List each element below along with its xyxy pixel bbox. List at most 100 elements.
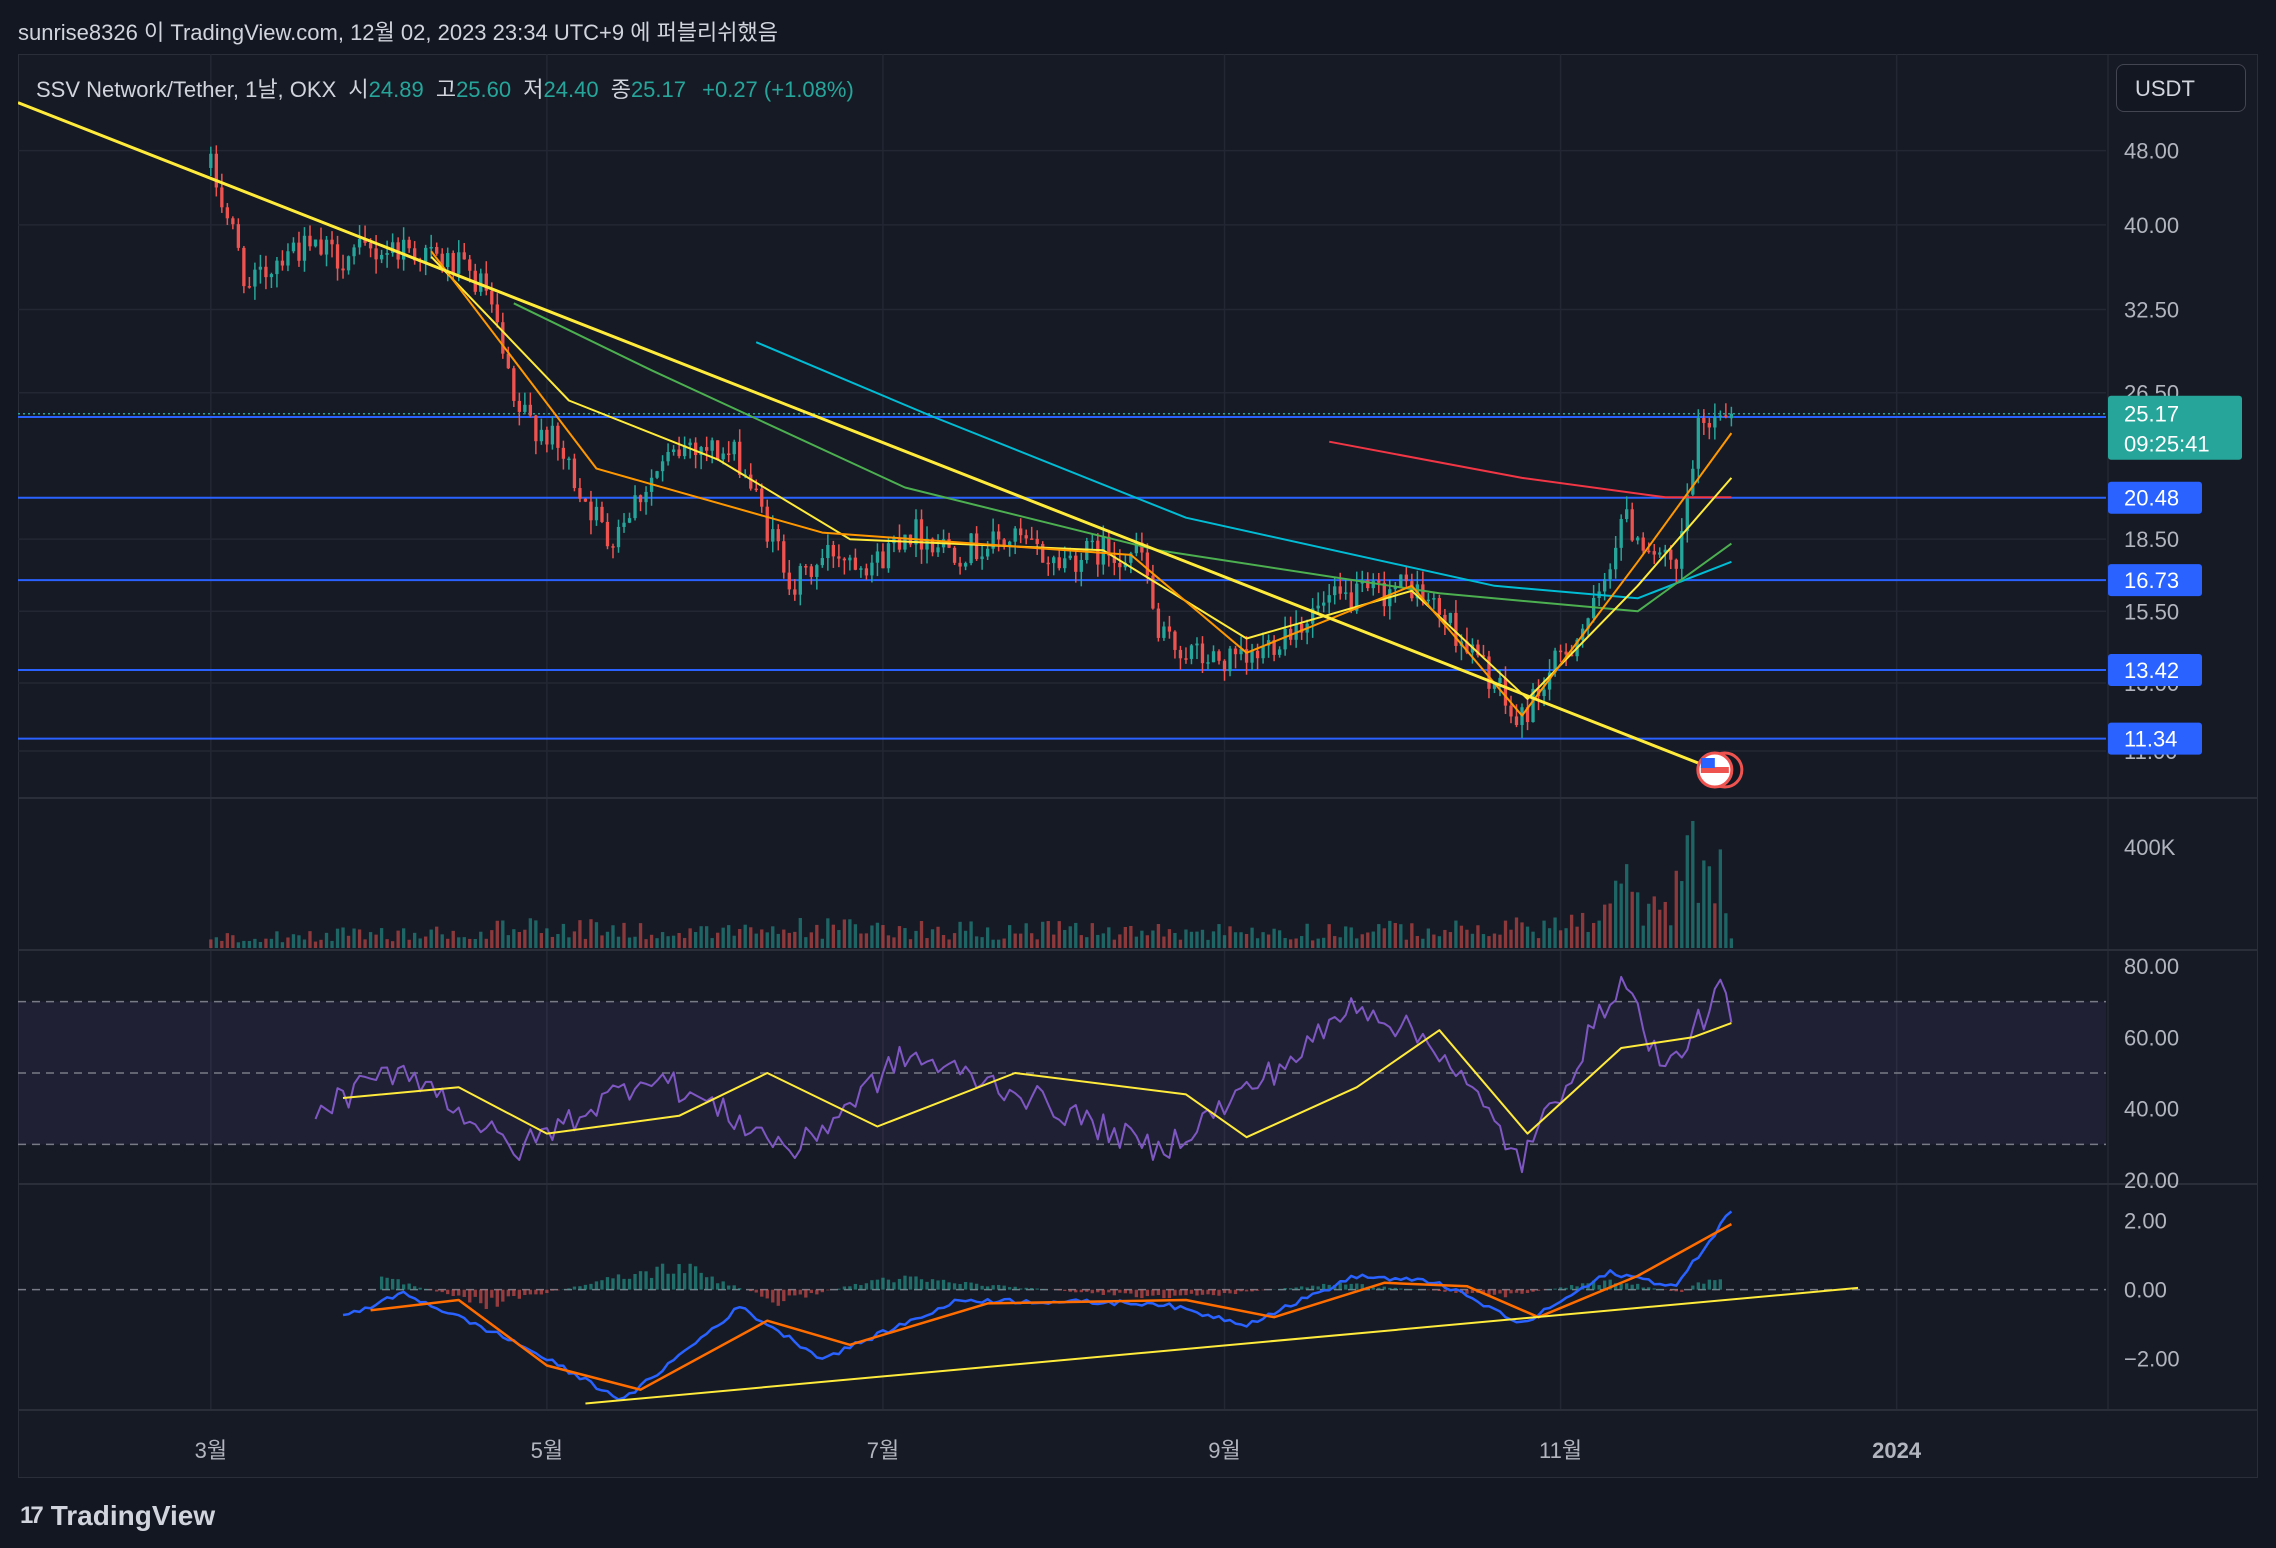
- candle-body: [1129, 553, 1133, 563]
- macd-histogram-bar: [1437, 1289, 1442, 1292]
- candle: [1244, 635, 1249, 675]
- volume-bar: [1096, 934, 1100, 948]
- candle: [209, 146, 213, 177]
- volume-bar: [1123, 927, 1128, 948]
- candle: [363, 225, 367, 246]
- candle-body: [1542, 689, 1546, 697]
- candle-body: [1206, 662, 1210, 664]
- candle-body: [1008, 541, 1012, 546]
- candle-body: [1134, 542, 1139, 554]
- candle-body: [996, 531, 1001, 540]
- volume-bar: [1272, 928, 1276, 948]
- candle-body: [859, 568, 863, 570]
- candle: [1305, 619, 1309, 645]
- volume-bar: [1355, 938, 1359, 948]
- macd-histogram-bar: [710, 1276, 714, 1290]
- candle-body: [379, 254, 384, 260]
- candle: [947, 532, 951, 549]
- macd-histogram-bar: [1410, 1289, 1414, 1290]
- candle: [776, 524, 780, 551]
- event-markers[interactable]: [1696, 751, 1744, 789]
- volume-bar: [1112, 939, 1116, 948]
- candle: [429, 234, 433, 259]
- candle-body: [1647, 550, 1651, 553]
- candle-body: [1509, 705, 1513, 717]
- volume-bar: [1085, 937, 1089, 948]
- candle: [1696, 409, 1700, 484]
- symbol-legend: SSV Network/Tether, 1날, OKX 시24.89 고25.6…: [36, 72, 854, 104]
- candle: [291, 237, 296, 254]
- volume-bar: [1498, 934, 1502, 948]
- candle-body: [1200, 643, 1205, 664]
- rsi-band: [18, 1000, 2106, 1291]
- symbol-name[interactable]: SSV Network/Tether, 1날, OKX: [36, 77, 337, 102]
- candle-body: [1614, 547, 1618, 570]
- macd-histogram-bar: [1233, 1289, 1238, 1295]
- volume-bar: [468, 938, 472, 948]
- macd-histogram-bar: [1691, 1285, 1695, 1290]
- volume-bar: [1542, 920, 1546, 948]
- currency-button[interactable]: USDT: [2116, 64, 2246, 112]
- candle-body: [346, 256, 351, 271]
- candle-body: [985, 548, 990, 557]
- volume-bar: [1035, 939, 1039, 948]
- volume-bar: [1603, 904, 1607, 948]
- candle-body: [330, 239, 334, 245]
- us-flag-icon[interactable]: [1696, 751, 1744, 789]
- candle: [435, 242, 439, 256]
- macd-histogram-bar: [396, 1279, 400, 1290]
- macd-histogram-bar: [1030, 1287, 1034, 1290]
- candle-body: [308, 235, 312, 247]
- candle: [1608, 563, 1612, 589]
- volume-bar: [710, 938, 714, 948]
- macd-histogram-bar: [501, 1289, 505, 1302]
- axis-labels: 48.0040.0032.5026.5018.5015.5013.0011.00…: [195, 139, 2180, 1463]
- macd-histogram-bar: [1162, 1289, 1166, 1299]
- volume-bar: [275, 931, 279, 948]
- candle: [958, 556, 962, 575]
- macd-signal-line: [370, 1223, 1733, 1391]
- macd-histogram-bar: [1096, 1289, 1100, 1293]
- level-badge: [2108, 564, 2202, 597]
- volume-bar: [1288, 939, 1293, 948]
- volume-bar: [291, 934, 296, 948]
- candle: [721, 447, 725, 465]
- macd-histogram-bar: [804, 1289, 808, 1298]
- volume-bar: [705, 926, 709, 948]
- candle-body: [468, 259, 472, 271]
- volume-bar: [677, 933, 681, 948]
- volume-bar: [1311, 940, 1315, 948]
- macd-ascending-trendline[interactable]: [585, 1286, 1859, 1405]
- macd-histogram-bar: [682, 1273, 687, 1290]
- volume-bar: [1520, 922, 1524, 948]
- candle-body: [324, 239, 329, 255]
- candle-body: [1228, 648, 1232, 672]
- descending-trendline[interactable]: [18, 101, 1727, 776]
- horizontal-levels[interactable]: [18, 412, 2106, 740]
- macd-histogram-bar: [638, 1271, 643, 1290]
- volume-bar: [1674, 870, 1678, 948]
- candle-body: [616, 526, 621, 548]
- volume-bar: [1068, 926, 1072, 948]
- price-trendline[interactable]: [18, 101, 1727, 776]
- volume-bar: [682, 937, 687, 948]
- macd-histogram-bar: [616, 1274, 621, 1290]
- candle-body: [1487, 656, 1491, 689]
- candle-body: [1211, 651, 1216, 663]
- candle-body: [716, 440, 720, 460]
- candle: [1112, 542, 1116, 576]
- candle-body: [1718, 415, 1723, 418]
- volume-bar: [407, 939, 411, 948]
- macd-histogram-bar: [666, 1273, 670, 1290]
- macd-histogram-bar: [1454, 1289, 1458, 1293]
- volume-bar: [1437, 936, 1442, 948]
- volume-bar: [1327, 924, 1331, 948]
- tradingview-logo[interactable]: 17 TradingView: [20, 1500, 215, 1532]
- volume-bar: [1129, 925, 1133, 948]
- candle-body: [1184, 658, 1188, 660]
- volume-bar: [974, 936, 979, 948]
- candle: [1382, 571, 1386, 617]
- macd-histogram-bar: [1101, 1289, 1105, 1295]
- candle-body: [1090, 540, 1094, 543]
